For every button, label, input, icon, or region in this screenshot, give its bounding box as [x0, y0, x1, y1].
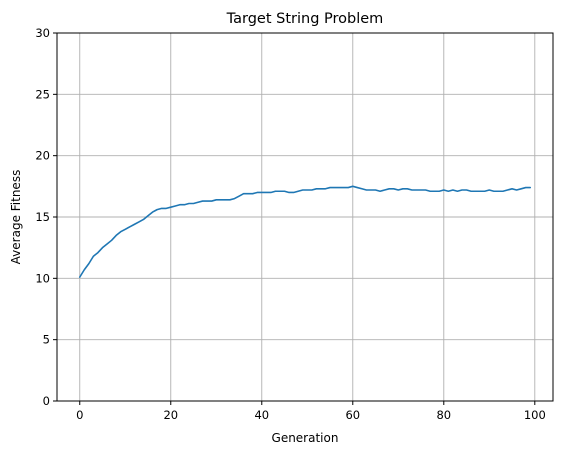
y-tick-label: 25 — [35, 87, 50, 101]
x-tick-label: 20 — [163, 408, 178, 422]
x-axis-label: Generation — [272, 431, 339, 445]
y-tick-label: 10 — [35, 271, 50, 285]
y-tick-label: 15 — [35, 210, 50, 224]
y-tick-label: 30 — [35, 26, 50, 40]
x-tick-label: 40 — [254, 408, 269, 422]
grid-lines — [57, 32, 553, 402]
x-tick-label: 0 — [76, 408, 83, 422]
series-line — [78, 185, 532, 278]
x-tick-label: 60 — [345, 408, 360, 422]
y-tick-label: 0 — [43, 394, 50, 408]
axis-ticks: 0 20 40 60 80 100 0 5 10 15 20 25 30 — [35, 26, 545, 422]
series-layer — [78, 185, 532, 278]
y-axis-label: Average Fitness — [9, 170, 23, 265]
y-tick-label: 20 — [35, 149, 50, 163]
y-tick-label: 5 — [43, 333, 50, 347]
x-tick-label: 100 — [524, 408, 546, 422]
chart-title: Target String Problem — [226, 11, 384, 27]
x-tick-label: 80 — [436, 408, 451, 422]
